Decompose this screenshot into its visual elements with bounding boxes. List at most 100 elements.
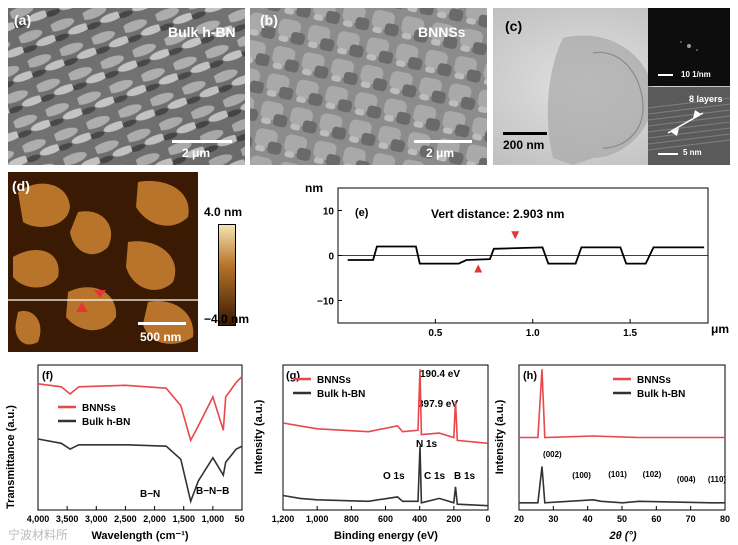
miller-index-label: (110) xyxy=(708,475,727,484)
image-title: BNNSs xyxy=(418,24,466,40)
x-unit-label: μm xyxy=(711,322,729,336)
colorbar-min-label: −4.0 nm xyxy=(204,312,250,326)
legend-label: BNNSs xyxy=(82,403,116,414)
sem-image-bulk: (a) Bulk h-BN 2 μm xyxy=(8,8,245,165)
x-tick-label: 500 xyxy=(234,514,245,524)
x-axis-label: Wavelength (cm⁻¹) xyxy=(91,530,188,542)
bnb-annotation: B−N−B xyxy=(196,486,229,497)
hr-scale-label: 5 nm xyxy=(683,148,702,157)
legend-label: BNNSs xyxy=(317,375,351,386)
colorbar-gradient xyxy=(218,224,236,326)
x-tick-label: 80 xyxy=(720,514,730,524)
x-tick-label: 20 xyxy=(514,514,524,524)
x-tick-label: 1,000 xyxy=(306,514,329,524)
x-tick-label: 0 xyxy=(485,514,490,524)
x-tick-label: 4,000 xyxy=(27,514,50,524)
series-line-bulk-h-bn xyxy=(519,466,725,504)
miller-index-label: (004) xyxy=(677,475,696,484)
panel-label: (b) xyxy=(260,12,278,28)
y-tick-label: 10 xyxy=(323,207,335,218)
scale-bar xyxy=(503,132,547,135)
profile-line xyxy=(347,245,705,265)
x-tick-label: 1,200 xyxy=(272,514,295,524)
legend-label: BNNSs xyxy=(637,375,671,386)
peak-190-label: 190.4 eV xyxy=(420,369,460,380)
legend-label: Bulk h-BN xyxy=(82,417,130,428)
x-tick-label: 50 xyxy=(617,514,627,524)
chart-height-profile: nm μm (e) Vert distance: 2.903 nm 0.5 1.0… xyxy=(305,181,729,339)
scale-bar xyxy=(172,140,232,143)
miller-index-label: (101) xyxy=(608,470,627,479)
x-tick-label: 40 xyxy=(583,514,593,524)
series-line-bnnss xyxy=(282,369,489,445)
afm-colorbar: 4.0 nm −4.0 nm xyxy=(204,205,446,332)
panel-label: (e) xyxy=(355,207,369,219)
miller-index-label: (100) xyxy=(572,471,591,480)
y-axis-label: Transmittance (a.u.) xyxy=(5,405,17,509)
x-axis-label: 2θ (°) xyxy=(608,530,636,542)
x-tick-label: 3,500 xyxy=(56,514,79,524)
tem-texture xyxy=(493,8,730,165)
sem-image-bnnss: (b) BNNSs 2 μm xyxy=(250,8,487,165)
y-unit-label: nm xyxy=(305,181,323,195)
afm-texture xyxy=(8,172,198,352)
y-axis-label: Intensity (a.u.) xyxy=(253,399,265,474)
series-line-bulk-h-bn xyxy=(37,438,243,505)
bn-annotation: B−N xyxy=(140,489,160,500)
x-tick-label: 600 xyxy=(378,514,393,524)
cursor-marker-low xyxy=(474,264,483,273)
x-tick-label: 1.5 xyxy=(623,328,637,339)
series-line-bnnss xyxy=(37,376,243,443)
panel-label: (a) xyxy=(14,12,32,28)
series-line-bnnss xyxy=(519,369,725,439)
x-tick-label: 200 xyxy=(446,514,461,524)
x-tick-label: 400 xyxy=(412,514,427,524)
x-tick-label: 3,000 xyxy=(85,514,108,524)
x-axis-label: Binding energy (eV) xyxy=(334,530,438,542)
panel-label: (c) xyxy=(505,18,523,34)
plot-frame xyxy=(37,364,243,511)
chart-xps: Intensity (a.u.) Binding energy (eV) (g)… xyxy=(253,364,491,542)
vert-distance-annotation: Vert distance: 2.903 nm xyxy=(431,207,564,221)
scale-bar xyxy=(414,140,472,143)
sem-bulk-texture xyxy=(8,8,245,165)
scale-label: 2 μm xyxy=(426,146,455,160)
scale-bar xyxy=(138,322,186,325)
chart-ftir: Transmittance (a.u.) Wavelength (cm⁻¹) (… xyxy=(5,364,245,542)
panel-label: (f) xyxy=(42,370,53,382)
y-tick-label: 0 xyxy=(328,252,334,263)
x-tick-label: 1.0 xyxy=(526,328,540,339)
image-title: Bulk h-BN xyxy=(168,24,236,40)
miller-index-label: (002) xyxy=(543,450,562,459)
o1s-label: O 1s xyxy=(383,471,405,482)
x-tick-label: 1,000 xyxy=(202,514,225,524)
tem-image: (c) 10 1/nm 8 layers 5 nm 200 nm xyxy=(493,8,730,165)
cursor-marker-high xyxy=(511,231,520,240)
panel-label: (d) xyxy=(12,178,30,194)
scale-label: 2 μm xyxy=(182,146,211,160)
watermark: 宁波材料所 xyxy=(8,528,69,542)
panel-label: (h) xyxy=(523,370,537,382)
scale-label: 200 nm xyxy=(503,138,545,152)
chart-xrd: Intensity (a.u.) 2θ (°) (h) 20 30 40 50 60 70… xyxy=(494,364,730,542)
x-tick-label: 60 xyxy=(651,514,661,524)
x-tick-label: 0.5 xyxy=(428,328,442,339)
sem-bnnss-texture xyxy=(250,8,487,165)
n1s-label: N 1s xyxy=(416,439,438,450)
peak-398-label: 397.9 eV xyxy=(418,399,458,410)
legend-label: Bulk h-BN xyxy=(317,389,365,400)
series-line-bulk-h-bn xyxy=(282,446,489,507)
y-tick-label: −10 xyxy=(317,297,334,308)
y-axis-label: Intensity (a.u.) xyxy=(494,399,506,474)
b1s-label: B 1s xyxy=(454,471,476,482)
scale-label: 500 nm xyxy=(140,330,182,344)
afm-image: (d) 500 nm xyxy=(8,172,198,352)
x-tick-label: 800 xyxy=(344,514,359,524)
x-tick-label: 2,500 xyxy=(114,514,137,524)
x-tick-label: 30 xyxy=(548,514,558,524)
c1s-label: C 1s xyxy=(424,471,446,482)
layers-label: 8 layers xyxy=(689,94,723,104)
x-tick-label: 1,500 xyxy=(172,514,195,524)
colorbar-max-label: 4.0 nm xyxy=(204,205,243,219)
x-tick-label: 70 xyxy=(686,514,696,524)
